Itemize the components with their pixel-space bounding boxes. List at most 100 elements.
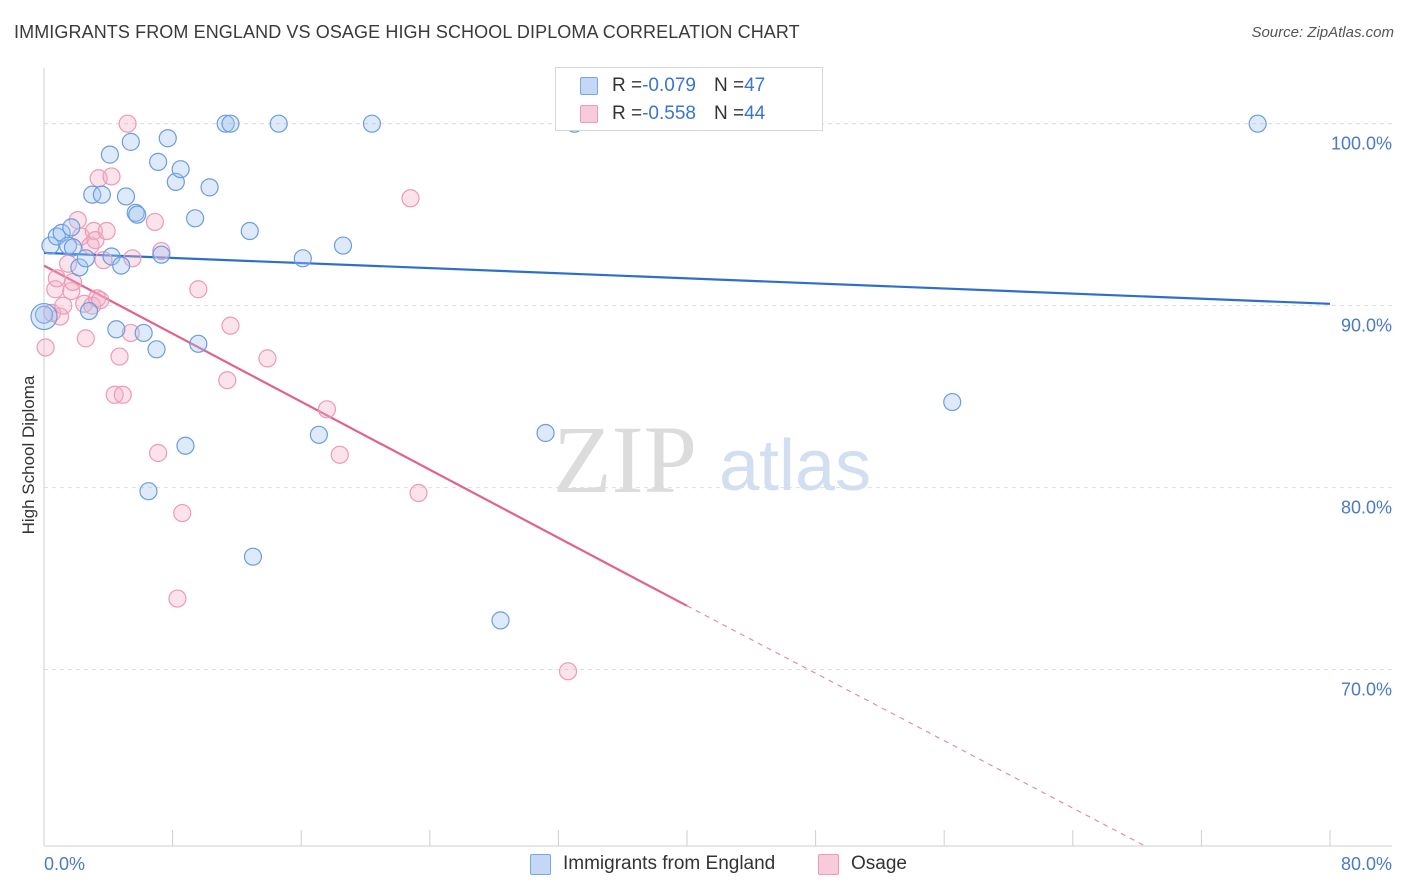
osage-point xyxy=(123,249,142,268)
y-axis-label: High School Diploma xyxy=(19,375,38,534)
y-tick-label: 70.0% xyxy=(1341,680,1392,700)
osage-point xyxy=(409,483,428,503)
osage-point xyxy=(218,371,237,390)
osage-point xyxy=(168,589,187,608)
osage-point xyxy=(330,445,349,464)
england-point xyxy=(100,145,120,164)
england-point xyxy=(30,302,58,331)
england-point xyxy=(79,301,99,321)
england-point xyxy=(152,245,171,264)
osage-point xyxy=(62,281,81,301)
osage-point xyxy=(59,254,78,273)
bottom-osage-swatch xyxy=(818,853,839,875)
osage-trend-extension xyxy=(686,605,1146,847)
x-tick-label: 80.0% xyxy=(1341,854,1392,874)
axes xyxy=(43,68,1392,847)
england-point xyxy=(333,236,353,255)
england-point xyxy=(491,611,510,630)
england-point xyxy=(70,258,89,277)
bottom-osage-label: Osage xyxy=(851,853,907,874)
watermark-zip: ZIP xyxy=(553,406,697,513)
england-point xyxy=(34,305,54,324)
osage-point xyxy=(221,316,240,335)
england-point xyxy=(216,114,235,133)
osage-point xyxy=(84,221,103,241)
watermark: ZIP atlas xyxy=(553,406,871,513)
england-point xyxy=(362,114,382,133)
england-point xyxy=(176,436,195,455)
osage-point xyxy=(110,347,129,366)
england-point xyxy=(243,547,263,566)
england-point xyxy=(149,152,168,171)
england-point xyxy=(158,129,177,148)
england-point xyxy=(293,249,312,268)
england-point xyxy=(41,236,60,255)
england-n-label: N = xyxy=(713,75,745,96)
england-point xyxy=(147,340,166,359)
osage-n-value: 44 xyxy=(744,103,766,124)
osage-point xyxy=(145,212,165,232)
england-point xyxy=(134,323,153,343)
osage-point xyxy=(97,221,116,241)
england-point xyxy=(943,392,962,412)
osage-point xyxy=(258,349,277,368)
legend-row-osage: R = -0.558 N = 44 xyxy=(580,100,765,128)
england-point xyxy=(200,178,219,197)
osage-point xyxy=(102,167,121,186)
bottom-legend-england: Immigrants from England xyxy=(530,851,775,877)
osage-point xyxy=(401,189,420,208)
england-point xyxy=(1248,114,1267,133)
osage-point xyxy=(113,385,132,404)
osage-point xyxy=(91,291,110,310)
trend-lines xyxy=(43,251,1331,847)
england-point xyxy=(92,185,111,204)
england-point xyxy=(269,114,288,133)
england-point xyxy=(221,114,240,133)
england-point xyxy=(139,482,158,501)
x-tick-label: 0.0% xyxy=(44,854,85,874)
bottom-england-swatch xyxy=(530,853,551,875)
england-point xyxy=(128,205,147,224)
bottom-england-label: Immigrants from England xyxy=(563,853,776,874)
chart-title: IMMIGRANTS FROM ENGLAND VS OSAGE HIGH SC… xyxy=(14,22,800,42)
osage-point xyxy=(118,114,137,133)
osage-point xyxy=(47,269,66,288)
watermark-atlas: atlas xyxy=(719,426,871,506)
osage-point xyxy=(173,503,192,523)
osage-r-label: R = xyxy=(612,103,643,124)
osage-point xyxy=(76,329,95,348)
stats-legend: R = -0.079 N = 47 R = -0.558 N = 44 xyxy=(555,67,823,131)
england-point xyxy=(62,218,81,237)
osage-point xyxy=(189,280,208,299)
england-point xyxy=(186,209,205,228)
england-point xyxy=(536,423,555,443)
england-point xyxy=(102,247,121,266)
tick-labels: 70.0% 80.0% 90.0% 100.0% 0.0% 80.0% xyxy=(44,134,1392,874)
y-tick-label: 100.0% xyxy=(1331,134,1392,154)
england-n-value: 47 xyxy=(744,75,766,96)
england-point xyxy=(63,238,83,257)
england-point xyxy=(121,132,140,151)
osage-n-label: N = xyxy=(713,103,745,124)
england-point xyxy=(116,187,136,206)
osage-point xyxy=(317,400,337,419)
england-point xyxy=(76,249,95,268)
england-trend-line xyxy=(43,251,1331,305)
england-point xyxy=(189,334,208,353)
england-point xyxy=(240,221,259,241)
source-label: Source: ZipAtlas.com xyxy=(1251,24,1394,41)
osage-point xyxy=(558,662,578,681)
osage-r-value: -0.558 xyxy=(642,103,696,124)
osage-trend-line xyxy=(43,264,688,607)
data-points xyxy=(30,114,1267,681)
england-r-label: R = xyxy=(612,75,643,96)
legend-row-england: R = -0.079 N = 47 xyxy=(580,72,765,100)
england-point xyxy=(171,160,190,179)
y-tick-label: 90.0% xyxy=(1341,316,1392,336)
y-tick-label: 80.0% xyxy=(1341,498,1392,518)
gridlines xyxy=(44,123,1392,671)
osage-point xyxy=(121,323,140,343)
england-point xyxy=(112,256,131,275)
osage-swatch xyxy=(580,105,598,123)
